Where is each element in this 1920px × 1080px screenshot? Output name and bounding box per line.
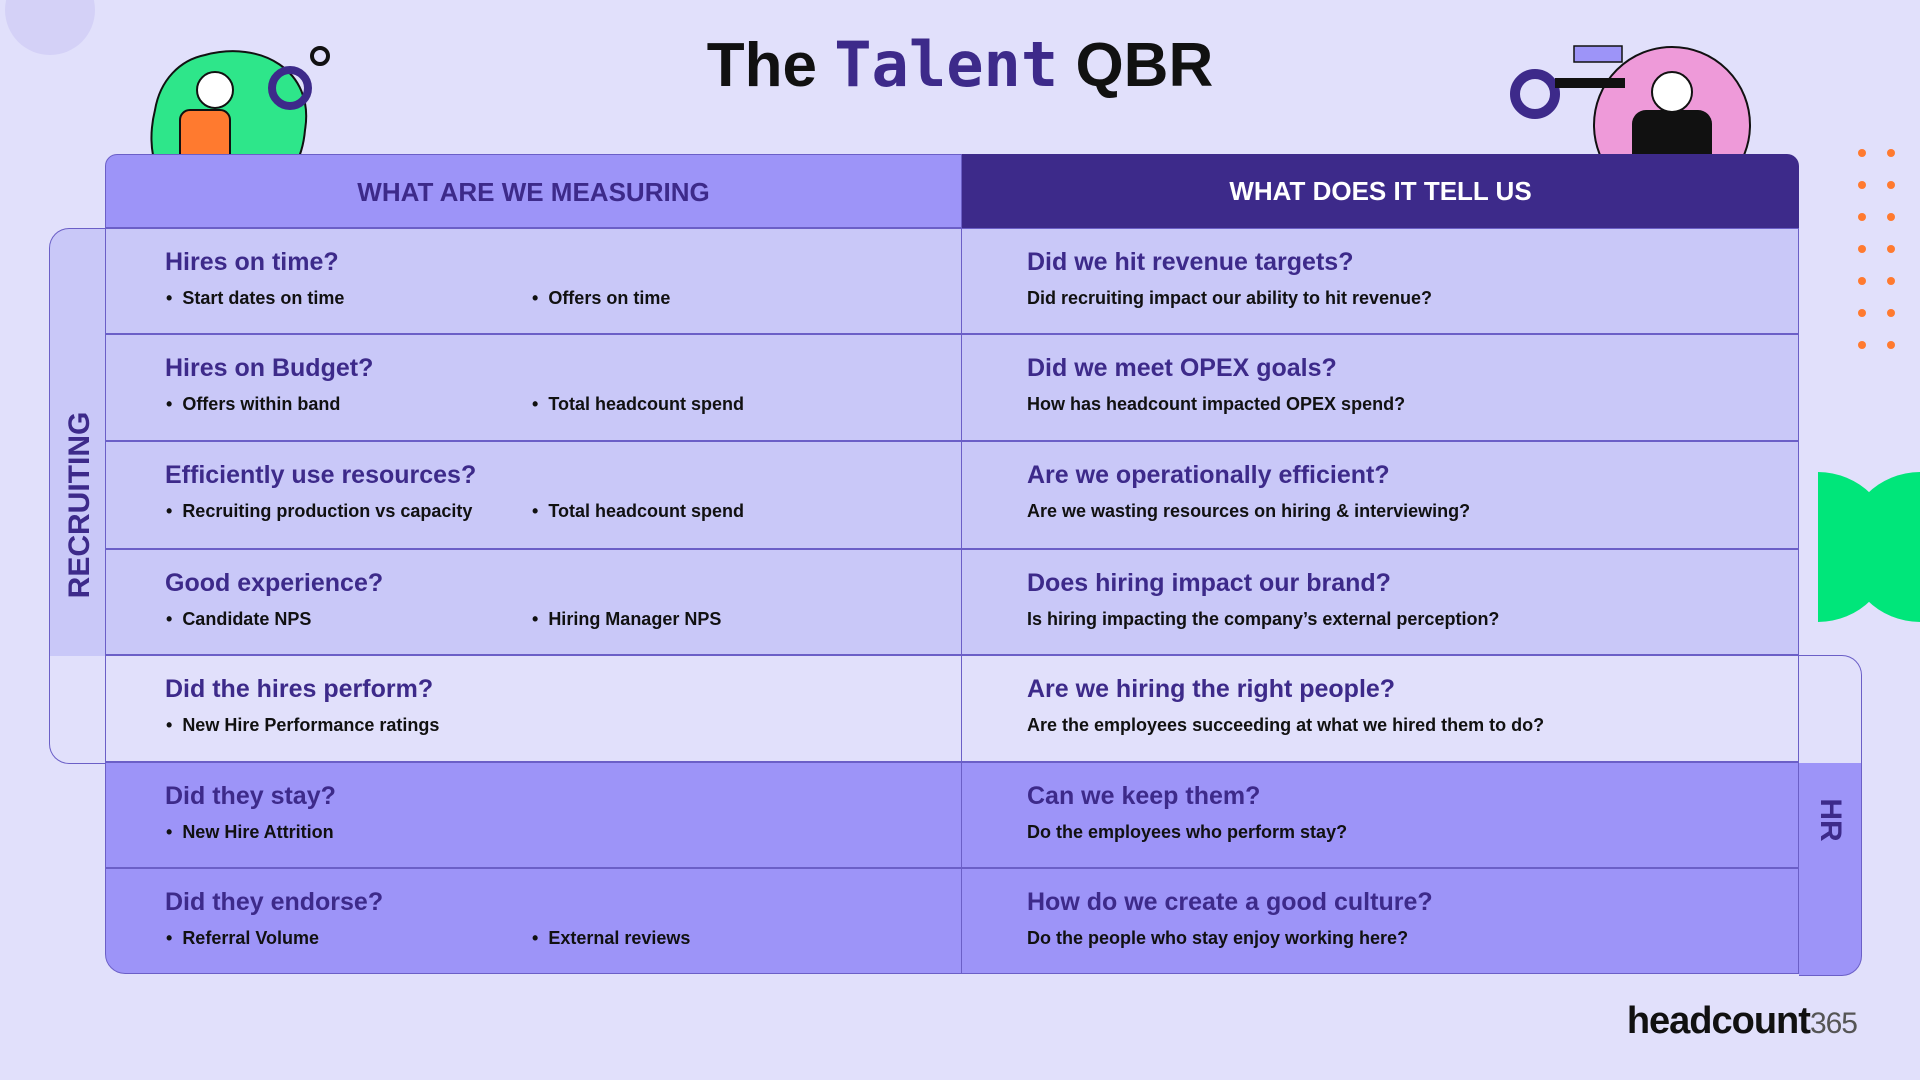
person-head (1651, 71, 1693, 113)
bullet: Start dates on time (166, 288, 344, 309)
insight: Does hiring impact our brand? (1027, 569, 1391, 597)
insight: Are we operationally efficient? (1027, 461, 1390, 489)
bullet: New Hire Performance ratings (166, 715, 439, 736)
row-cell (962, 868, 1799, 974)
bullet: New Hire Attrition (166, 822, 333, 843)
recruiting-bracket (49, 228, 106, 764)
hr-bracket (1799, 655, 1862, 976)
question: Did they stay? (165, 782, 336, 810)
bullet: Referral Volume (166, 928, 319, 949)
brand-suffix: 365 (1809, 1007, 1858, 1040)
bullet: Candidate NPS (166, 609, 311, 630)
donut-icon (1510, 69, 1560, 119)
question: Good experience? (165, 569, 384, 597)
bullet: External reviews (532, 928, 690, 949)
row-cell (105, 549, 962, 655)
row-cell (962, 441, 1799, 549)
bullet: Hiring Manager NPS (532, 609, 721, 630)
title-prefix: The (706, 31, 817, 100)
column-header: WHAT DOES IT TELL US (962, 154, 1799, 228)
brand-logo: headcount365 (1626, 1000, 1858, 1043)
brand-name: headcount (1626, 1000, 1811, 1042)
person-head (196, 71, 234, 109)
insight: How do we create a good culture? (1027, 888, 1433, 916)
insight-detail: Do the people who stay enjoy working her… (1027, 928, 1409, 948)
title-highlight: Talent (834, 28, 1059, 101)
insight-detail: Do the employees who perform stay? (1027, 822, 1348, 842)
question: Did they endorse? (165, 888, 384, 916)
insight-detail: Are we wasting resources on hiring & int… (1027, 501, 1471, 521)
bullet: Total headcount spend (532, 394, 744, 415)
row-cell (962, 762, 1799, 868)
group-label: RECRUITING (63, 411, 96, 599)
question: Did the hires perform? (165, 675, 434, 703)
title-suffix: QBR (1075, 31, 1214, 100)
question: Efficiently use resources? (165, 461, 477, 489)
insight-detail: How has headcount impacted OPEX spend? (1027, 394, 1406, 414)
bullet: Recruiting production vs capacity (166, 501, 472, 522)
insight: Are we hiring the right people? (1027, 675, 1396, 703)
gear-icon (310, 46, 330, 66)
insight-detail: Are the employees succeeding at what we … (1027, 715, 1545, 735)
title: The Talent QBR (0, 28, 1920, 101)
bullet: Total headcount spend (532, 501, 744, 522)
insight: Can we keep them? (1027, 782, 1261, 810)
row-cell (962, 334, 1799, 441)
row-cell (105, 762, 962, 868)
row-cell (962, 228, 1799, 334)
green-half-circle (1845, 472, 1920, 622)
insight-detail: Is hiring impacting the company’s extern… (1027, 609, 1500, 629)
insight: Did we hit revenue targets? (1027, 248, 1354, 276)
bar-icon (1555, 78, 1625, 88)
row-cell (105, 868, 962, 974)
column-header: WHAT ARE WE MEASURING (105, 154, 962, 228)
gear-icon (268, 66, 312, 110)
insight: Did we meet OPEX goals? (1027, 354, 1337, 382)
gear-decoration (5, 0, 95, 55)
dot-grid (1858, 149, 1895, 349)
row-cell (105, 334, 962, 441)
question: Hires on Budget? (165, 354, 374, 382)
row-cell (962, 655, 1799, 762)
card-icon (1573, 45, 1623, 63)
insight-detail: Did recruiting impact our ability to hit… (1027, 288, 1433, 308)
row-cell (105, 228, 962, 334)
bullet: Offers on time (532, 288, 670, 309)
question: Hires on time? (165, 248, 339, 276)
row-cell (105, 441, 962, 549)
group-label: HR (1814, 798, 1847, 842)
row-cell (962, 549, 1799, 655)
row-cell (105, 655, 962, 762)
bullet: Offers within band (166, 394, 340, 415)
